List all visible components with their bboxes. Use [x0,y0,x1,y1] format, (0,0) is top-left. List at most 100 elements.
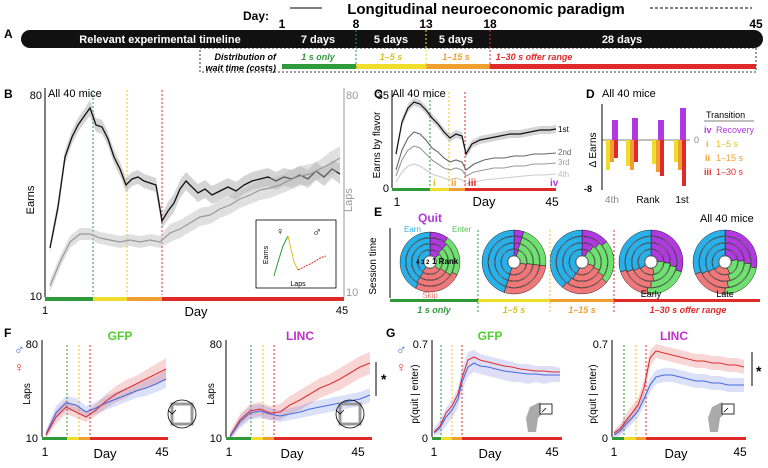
bar-4th-1-5 [606,140,610,170]
panel-b-xend: 45 [336,305,348,317]
earns-line [49,106,341,249]
panel-g-male: ♂ [396,341,407,357]
panel-d-ymin: -8 [584,184,592,194]
panel-g-gfp-xstart: 1 [431,445,438,459]
panel-g-linc-title: LINC [660,329,688,343]
legend-roman-iv: iv [704,125,712,135]
bar-group-3 [652,120,664,176]
panel-f-sig-star: * [381,371,387,387]
panel-b-label: B [4,87,13,101]
panel-d-label: D [586,87,595,101]
bar-1st-1-15 [678,140,682,170]
bar-4th-1-15 [610,140,614,162]
panel-e-range-1-15s: 1–15 s [568,305,596,315]
rank-2-line [395,131,557,171]
legend-roman-iii: iii [704,167,712,177]
panel-g-linc-blue-line [613,374,744,436]
rank-1-label: 1st [558,125,569,134]
laps-shade [50,146,340,292]
panel-f-linc-red-shade [230,352,370,440]
inset-ylabel: Earns [263,245,270,264]
earns-shade [50,100,340,252]
panel-e-earn: Earn [404,225,421,234]
cost-bar-orange [426,64,490,69]
panel-e-bar-red [614,299,760,302]
inset-male-symbol: ♂ [312,224,322,239]
panel-f-linc-xend: 45 [351,445,365,459]
donut-3-ring-1-earn [549,229,583,288]
panel-g-gfp-bar-yellow [441,437,452,440]
bar-3-recovery [658,120,664,140]
panel-f-linc-bar-yellow [251,437,263,440]
donut-1-ring-2-earn [405,237,431,283]
range-1-30s: 1–30 s offer range [496,52,573,62]
panel-f-gfp-xend: 45 [155,445,169,459]
panel-d-x-1st: 1st [675,195,689,206]
tick-day-8: 8 [353,17,360,31]
panel-c: C All 40 mice 35 0 Earns by flavor 1st 2… [372,87,571,209]
panel-c-bar-red [465,188,556,191]
panel-b-ytop: 80 [30,90,42,102]
tick-day-45: 45 [749,17,763,31]
rank-4-line [395,163,557,185]
dist-label-1: Distribution of [215,52,277,62]
donut-4-ring-4-earn [638,249,652,269]
bar-group-4th [606,120,618,170]
panel-g-linc-blue-shade [614,368,744,438]
panel-b-ybottom: 10 [30,291,42,303]
panel-d: D All 40 mice Δ Earns 0 -8 Transition iv… [584,87,755,206]
panel-f-linc-xlabel: Day [280,446,304,461]
panel-f-linc-blue-line [229,394,371,438]
rank-3-label: 3rd [558,158,570,167]
panel-g-gfp-red-line [433,356,560,433]
donut-5-ring-2-earn [699,236,726,274]
donut-3-center [575,255,589,269]
panel-f-gfp-maze-icon [167,399,197,429]
panel-g-linc-bar-yellow [624,437,636,440]
donut-2-center [507,255,521,269]
panel-g-linc-ytop: 0.7 [593,339,608,351]
panel-e-quit: Quit [418,211,442,225]
panel-g-linc-xstart: 1 [611,445,618,459]
panel-f-linc-title: LINC [286,329,314,343]
panel-f-linc-maze-icon [335,399,365,429]
range-1-5s: 1–5 s [380,52,403,62]
bar-4th-recovery [612,120,618,140]
panel-g-gfp-ytop: 0.7 [413,339,428,351]
tick-day-13: 13 [419,17,433,31]
bar-2-1-30 [634,140,638,162]
panel-c-label: C [374,87,383,101]
donut-2-ring-2-earn [488,236,515,287]
inset-xlabel: Laps [290,281,306,288]
bar-1st-1-5 [674,140,678,162]
panel-g-linc-xend: 45 [733,445,747,459]
bar-group-1st [674,108,686,186]
rank-2-label: 2nd [558,148,571,157]
panel-f-linc-bar-orange [263,437,274,440]
panel-b-bar-green [45,297,93,301]
panel-e-bar-orange [550,299,614,302]
bar-3-1-30 [660,140,664,176]
panel-g-linc-red-shade [614,344,744,436]
legend-roman-i: i [706,139,709,149]
legend-text-i: 1–5 s [716,139,739,149]
panel-f-linc-bar-red [274,437,372,440]
panel-b-subtitle: All 40 mice [48,88,102,100]
bar-1st-1-30 [682,140,686,186]
panel-g-gfp-ylabel: p(quit | enter) [410,364,421,423]
legend-text-ii: 1–15 s [716,153,744,163]
panel-c-xlabel: Day [472,194,496,209]
panel-f-gfp-xstart: 1 [42,445,49,459]
donut-1-ring-4-earn [417,249,431,272]
panel-f-linc-red-line [229,362,371,437]
panel-g-gfp-title: GFP [478,329,503,343]
inset-female-symbol: ♀ [276,226,284,238]
bar-3-1-15 [656,140,660,172]
panel-b-bar-orange [127,297,162,301]
range-1s: 1 s only [301,52,336,62]
panel-g-sig-star: * [756,363,762,379]
panel-b-ylabel-right: Laps [343,188,355,212]
panel-a-label: A [4,27,13,41]
timeline-bar [21,30,763,48]
tick-day-1: 1 [279,17,286,31]
